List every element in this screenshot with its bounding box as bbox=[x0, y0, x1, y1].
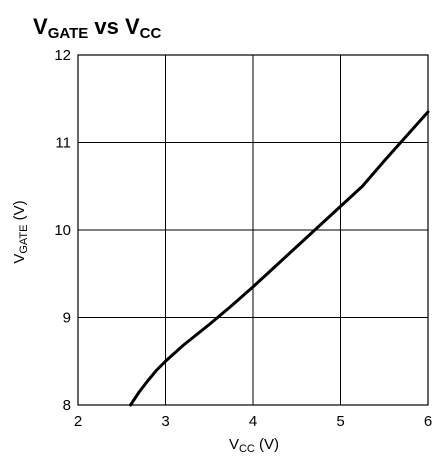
y-tick-label: 10 bbox=[54, 222, 71, 239]
plot-frame bbox=[77, 54, 429, 406]
y-axis-label: VGATE (V) bbox=[11, 200, 30, 263]
series-line-vgate bbox=[129, 110, 430, 407]
x-tick-label: 3 bbox=[161, 413, 169, 430]
x-tick-label: 6 bbox=[424, 413, 432, 430]
x-tick-labels: 2 3 4 5 6 bbox=[74, 413, 432, 430]
y-tick-label: 8 bbox=[63, 397, 71, 414]
x-axis-label: VCC (V) bbox=[229, 436, 279, 455]
y-tick-label: 9 bbox=[63, 310, 71, 327]
y-tick-labels: 8 9 10 11 12 bbox=[54, 47, 71, 414]
y-tick-label: 12 bbox=[54, 47, 71, 64]
x-tick-label: 2 bbox=[74, 413, 82, 430]
chart-title: VGATE vs VCC bbox=[33, 14, 161, 42]
x-tick-label: 4 bbox=[249, 413, 257, 430]
grid bbox=[77, 54, 429, 406]
x-tick-label: 5 bbox=[336, 413, 344, 430]
y-tick-label: 11 bbox=[55, 135, 71, 152]
